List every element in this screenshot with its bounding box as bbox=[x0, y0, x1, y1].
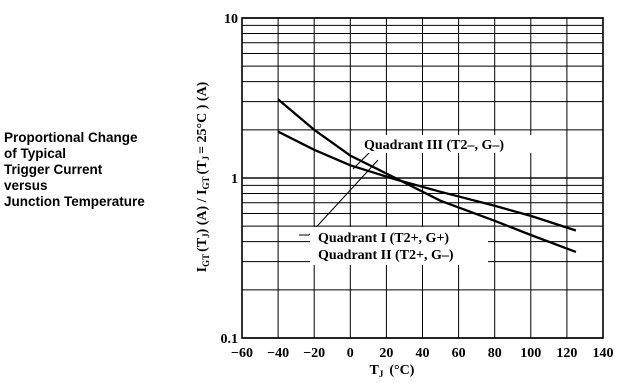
chart-grid bbox=[241, 17, 604, 339]
figure-side-title: Proportional Change of Typical Trigger C… bbox=[4, 130, 194, 210]
x-axis-label: TJ (°C) bbox=[370, 363, 415, 379]
x-tick-label: 60 bbox=[452, 346, 466, 361]
series-line-1 bbox=[277, 98, 577, 253]
series-layer bbox=[277, 98, 577, 253]
side-title-line: Junction Temperature bbox=[4, 194, 145, 209]
annotation-q2: Quadrant II (T2+, G–) bbox=[318, 248, 454, 263]
x-tick-label: 140 bbox=[593, 346, 614, 361]
x-tick-label: 80 bbox=[488, 346, 502, 361]
y-axis-label: IGT(TJ) (A) / IGT(TJ= 25°C ) (A) bbox=[195, 81, 211, 272]
x-tick-label: 120 bbox=[556, 346, 577, 361]
annotation-q1: Quadrant I (T2+, G+) bbox=[318, 231, 449, 246]
leader-q1 bbox=[308, 159, 379, 236]
x-tick-label: −60 bbox=[231, 346, 253, 361]
q3-label-bg bbox=[355, 135, 555, 153]
y-tick-label: 0.1 bbox=[221, 332, 239, 347]
annotation-q3: Quadrant III (T2–, G–) bbox=[364, 138, 504, 153]
x-tick-label: −20 bbox=[303, 346, 325, 361]
y-tick-label: 10 bbox=[224, 12, 238, 27]
y-tick-labels: 0.1 1 10 bbox=[221, 12, 239, 347]
annotation-layer: Quadrant III (T2–, G–) Quadrant I (T2+, … bbox=[299, 135, 555, 265]
plot-frame bbox=[241, 17, 604, 339]
x-tick-label: −40 bbox=[267, 346, 289, 361]
x-tick-label: 0 bbox=[347, 346, 354, 361]
q1-label-bg bbox=[310, 227, 488, 265]
x-tick-labels: −60 −40 −20 0 20 40 60 80 100 120 140 bbox=[231, 346, 613, 361]
side-title-line: of Typical bbox=[4, 146, 67, 161]
x-tick-label: 100 bbox=[520, 346, 541, 361]
side-title-line: versus bbox=[4, 178, 48, 193]
side-title-line: Trigger Current bbox=[4, 162, 103, 177]
x-tick-label: 40 bbox=[416, 346, 430, 361]
side-title-line: Proportional Change bbox=[4, 130, 138, 145]
y-tick-label: 1 bbox=[231, 172, 238, 187]
x-tick-label: 20 bbox=[379, 346, 393, 361]
series-line-2 bbox=[277, 130, 577, 232]
